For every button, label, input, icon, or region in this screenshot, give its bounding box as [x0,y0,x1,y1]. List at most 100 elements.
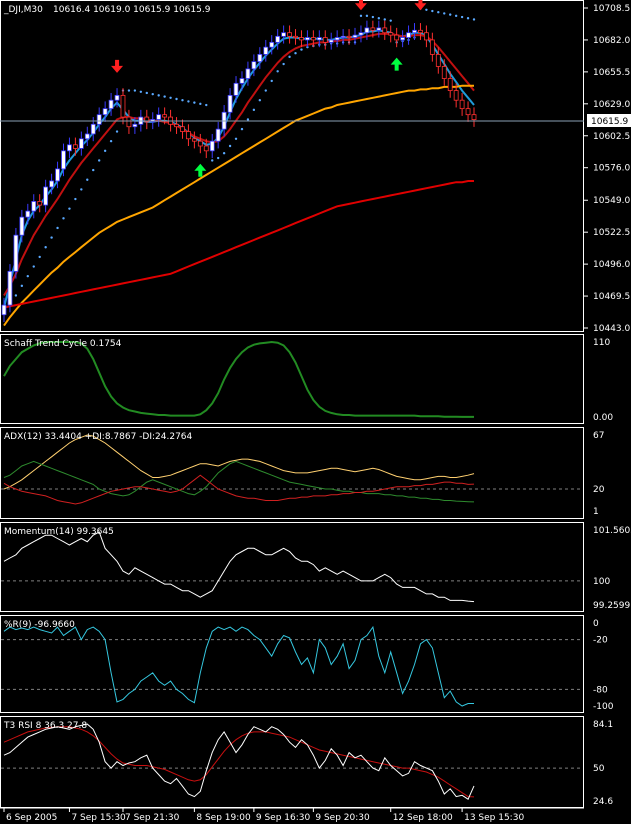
sar-dot [62,217,65,220]
candle-up [305,37,310,41]
price-tick-label: 10549.0 [593,196,630,206]
candle-down [287,32,292,37]
panel-axis-label: 100 [593,577,610,587]
sar-dot [371,15,375,19]
indicator-line [3,625,474,707]
indicator-panels: Schaff Trend Cycle 0.1754 110 0.00 ADX(12) … [0,334,631,808]
candle-up [275,35,281,43]
price-tick-label: 10576.0 [593,164,630,174]
sar-dot [377,17,381,20]
series-line-ma-200 [3,180,474,309]
sar-dot [205,103,208,107]
panel-title: Schaff Trend Cycle 0.1754 [4,339,122,349]
current-price-label: 10615.9 [591,117,628,127]
panel-stc: Schaff Trend Cycle 0.1754 110 0.00 [0,334,613,424]
candle-up [245,68,251,79]
panel-axis-label: 99.2599 [593,601,630,611]
indicator-line [3,726,475,798]
candle-down [418,29,423,34]
sar-dot [228,144,232,148]
sell-arrow-icon [111,59,124,73]
time-tick-label: 12 Sep 18:00 [393,813,453,823]
sar-dot [193,101,196,104]
time-tick-label: 7 Sep 15:30 [71,813,126,823]
panel-axis-label: 1 [593,507,599,517]
candle-up [61,150,66,170]
panel-axis-label: -100 [593,702,614,712]
candle-down [465,108,471,116]
price-tick-label: 10629.0 [593,100,630,110]
candle-up [358,32,364,36]
candle-down [370,27,376,31]
candle-down [346,35,352,38]
chart-symbol-title: _DJI,M30 [3,5,43,15]
candle-up [227,94,233,113]
panel-axis-label: 84.1 [593,720,613,730]
candle-up [13,234,19,272]
candle-down [37,201,43,206]
sar-dot [365,14,369,18]
panel-frame [0,427,584,519]
series-line-ma-fast [3,29,475,308]
candle-down [180,126,185,132]
series-line-ma-slow [3,32,475,297]
sar-dot [181,99,184,102]
time-axis: 6 Sep 2005 7 Sep 15:30 7 Sep 21:30 8 Sep 19… [0,807,584,823]
price-tick-label: 10602.5 [593,132,630,142]
sar-dot [44,246,47,249]
sar-dot [246,118,250,121]
sar-dot [276,70,279,73]
time-tick-label: 7 Sep 21:30 [125,813,180,823]
sar-dot [449,13,452,16]
panel-title: T3 RSI 8 36.3 27.8 [3,721,87,731]
candle-up [239,78,245,84]
candle-up [340,35,346,38]
sar-dot [437,11,440,14]
sar-dot [454,14,458,18]
candle-down [388,32,394,36]
sar-dot [199,102,202,106]
candle-down [186,131,191,140]
panel-frame [0,716,584,808]
sar-dot [359,14,363,18]
sar-dot [80,188,83,191]
signal-arrows [111,0,427,177]
candle-down [197,140,203,147]
panel-frame [0,334,584,424]
price-axis: 10708.5 10682.0 10655.5 10629.0 10602.5 10576… [584,4,630,334]
candle-up [316,37,322,41]
candle-down [299,37,304,41]
candle-down [174,123,179,128]
candle-down [424,32,429,41]
candle-up [334,37,340,41]
candle-up [114,94,120,101]
sar-dot [431,9,434,13]
candle-up [406,32,411,38]
candle-down [435,54,441,67]
sar-dot [258,99,262,102]
sar-dot [86,178,89,181]
panel-title: ADX(12) 33.4404 +DI:8.7867 -DI:24.2764 [4,432,193,442]
panel-axis-label: 20 [593,485,605,495]
candle-down [120,94,126,118]
candle-up [328,39,334,43]
sar-dot [103,149,107,153]
sar-dot [216,156,220,160]
indicator-line [3,531,475,603]
candle-up [215,128,221,142]
indicator-line [3,434,475,490]
panel-title: Momentum(14) 99.3645 [4,527,114,537]
candle-down [447,78,453,91]
sar-dot [14,294,18,297]
sar-dot [443,12,446,15]
candle-up [43,186,49,206]
panel-axis-label: 24.6 [593,797,613,807]
candle-up [257,54,263,63]
panel-axis-label: 67 [593,431,604,441]
series-line-ma-long [3,84,474,327]
candle-up [102,108,108,116]
price-candles [1,20,477,322]
sar-dot [163,95,166,98]
panel-t3rsi: T3 RSI 8 36.3 27.8 84.1 50 24.6 [0,716,613,808]
